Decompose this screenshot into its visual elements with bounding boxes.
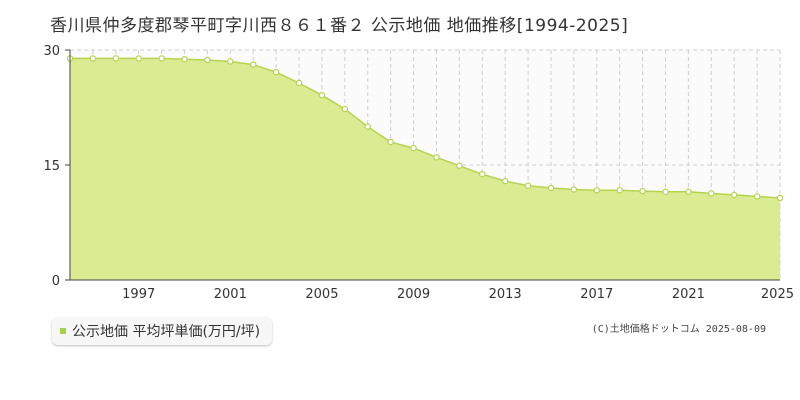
y-tick-label: 0 [52, 274, 60, 289]
x-tick-labels: 1997 2001 2005 2009 2013 2017 2021 2025 [122, 287, 794, 302]
series-line [70, 57, 781, 199]
data-point [593, 187, 600, 194]
data-point [456, 162, 463, 169]
data-point [639, 187, 646, 195]
data-point [295, 79, 303, 87]
data-point [753, 193, 761, 200]
data-point [685, 188, 692, 196]
data-point [501, 177, 509, 185]
data-point [479, 170, 486, 178]
data-point [272, 69, 280, 76]
data-point [318, 92, 326, 99]
data-point [410, 144, 417, 152]
x-tick-label: 2005 [305, 287, 338, 302]
area-fill [70, 58, 780, 281]
data-point [250, 61, 257, 68]
data-point [433, 154, 440, 161]
data-point [570, 186, 578, 193]
data-point [204, 56, 211, 64]
chart-title: 香川県仲多度郡琴平町字川西８６１番２ 公示地価 地価推移[1994-2025] [50, 16, 629, 36]
data-point [616, 187, 623, 194]
y-tick-label: 30 [43, 44, 60, 59]
data-point [89, 55, 97, 62]
data-point [708, 190, 715, 197]
data-point [112, 55, 120, 62]
data-point [227, 58, 234, 65]
legend: 公示地価 平均坪単価(万円/坪) [52, 317, 273, 345]
x-tick-label: 2021 [672, 287, 705, 302]
data-point [730, 191, 738, 199]
legend-label: 公示地価 平均坪単価(万円/坪) [72, 324, 261, 340]
x-tick-label: 2025 [761, 287, 794, 302]
y-tick-label: 15 [43, 159, 60, 174]
data-point [776, 194, 784, 202]
x-tick-label: 1997 [122, 287, 155, 302]
x-tick-label: 2001 [214, 287, 247, 302]
data-point [135, 55, 142, 62]
x-tick-label: 2017 [580, 287, 613, 302]
data-point [387, 138, 394, 146]
data-point [181, 56, 188, 63]
data-point [662, 188, 669, 196]
horizontal-gridlines [70, 49, 780, 166]
data-point [158, 55, 165, 62]
data-point [524, 182, 532, 189]
data-point [341, 105, 349, 113]
credit-text: (C)土地価格ドットコム 2025-08-09 [591, 324, 766, 335]
data-point [364, 123, 371, 130]
legend-swatch-icon [60, 328, 66, 334]
data-point [547, 184, 555, 192]
x-tick-label: 2013 [489, 287, 522, 302]
y-tick-labels: 0 15 30 [43, 44, 70, 289]
x-tick-label: 2009 [397, 287, 430, 302]
